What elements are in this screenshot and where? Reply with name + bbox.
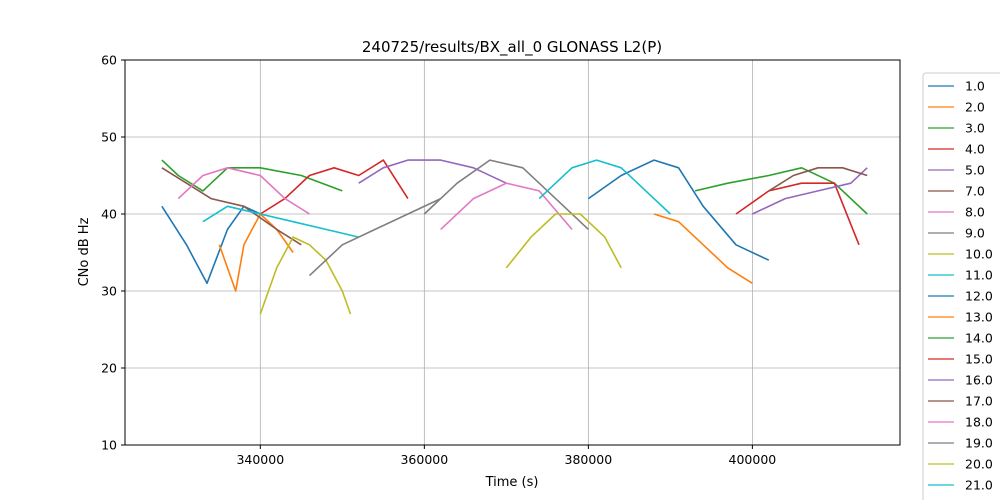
- x-axis-label: Time (s): [485, 475, 539, 490]
- series-line-17-0: [768, 167, 868, 192]
- plot-area: [124, 59, 901, 446]
- legend-label: 19.0: [965, 436, 993, 451]
- series-line-3-0: [161, 159, 343, 192]
- legend-label: 15.0: [965, 352, 993, 367]
- legend-label: 21.0: [965, 478, 993, 493]
- y-tick-label: 50: [101, 130, 117, 145]
- chart-title: 240725/results/BX_all_0 GLONASS L2(P): [362, 38, 662, 57]
- legend-label: 10.0: [965, 247, 993, 262]
- y-tick-label: 20: [101, 361, 117, 376]
- x-tick-label: 340000: [236, 452, 284, 467]
- legend-label: 2.0: [965, 100, 985, 115]
- y-tick-label: 40: [101, 207, 117, 222]
- y-axis-label: CNo dB Hz: [77, 217, 92, 286]
- y-tick-label: 10: [101, 438, 117, 453]
- y-tick-label: 60: [101, 53, 117, 68]
- series-group: [161, 159, 868, 315]
- legend-label: 5.0: [965, 163, 985, 178]
- legend-label: 7.0: [965, 184, 985, 199]
- series-line-20-0: [505, 213, 622, 269]
- series-line-21-0: [538, 159, 671, 215]
- x-tick-label: 400000: [729, 452, 777, 467]
- legend-box: [922, 72, 1000, 500]
- legend-label: 8.0: [965, 205, 985, 220]
- series-line-12-0: [587, 159, 770, 261]
- series-line-9-0: [423, 159, 589, 230]
- x-axis: 340000 360000 380000 400000: [236, 445, 776, 467]
- series-line-14-0: [694, 167, 868, 215]
- legend-label: 11.0: [965, 268, 993, 283]
- y-tick-label: 30: [101, 284, 117, 299]
- series-line-11-0: [202, 205, 359, 238]
- legend: 1.0 2.0 3.0 4.0 5.0 7.0 8.0 9.0 10.0 11.0 12.0 13.0…: [922, 72, 1000, 500]
- legend-label: 4.0: [965, 142, 985, 157]
- series-line-2-0: [218, 213, 294, 292]
- grid: [125, 59, 900, 446]
- legend-label: 16.0: [965, 373, 993, 388]
- series-line-13-0: [653, 213, 753, 284]
- y-axis: 10 20 30 40 50 60: [101, 53, 125, 453]
- series-line-8-0: [177, 167, 310, 215]
- legend-label: 20.0: [965, 457, 993, 472]
- series-line-19-0: [308, 197, 442, 277]
- series-line-18-0: [440, 182, 573, 230]
- legend-label: 13.0: [965, 310, 993, 325]
- series-line-16-0: [752, 167, 868, 215]
- series-line-7-0: [161, 167, 302, 246]
- series-line-10-0: [259, 236, 352, 315]
- legend-label: 9.0: [965, 226, 985, 241]
- legend-label: 17.0: [965, 394, 993, 409]
- legend-label: 18.0: [965, 415, 993, 430]
- series-line-15-0: [735, 182, 860, 246]
- legend-label: 14.0: [965, 331, 993, 346]
- series-line-5-0: [358, 159, 507, 184]
- series-line-1-0: [161, 205, 261, 285]
- legend-label: 3.0: [965, 121, 985, 136]
- x-tick-label: 380000: [565, 452, 613, 467]
- legend-label: 12.0: [965, 289, 993, 304]
- legend-label: 1.0: [965, 79, 985, 94]
- x-tick-label: 360000: [400, 452, 448, 467]
